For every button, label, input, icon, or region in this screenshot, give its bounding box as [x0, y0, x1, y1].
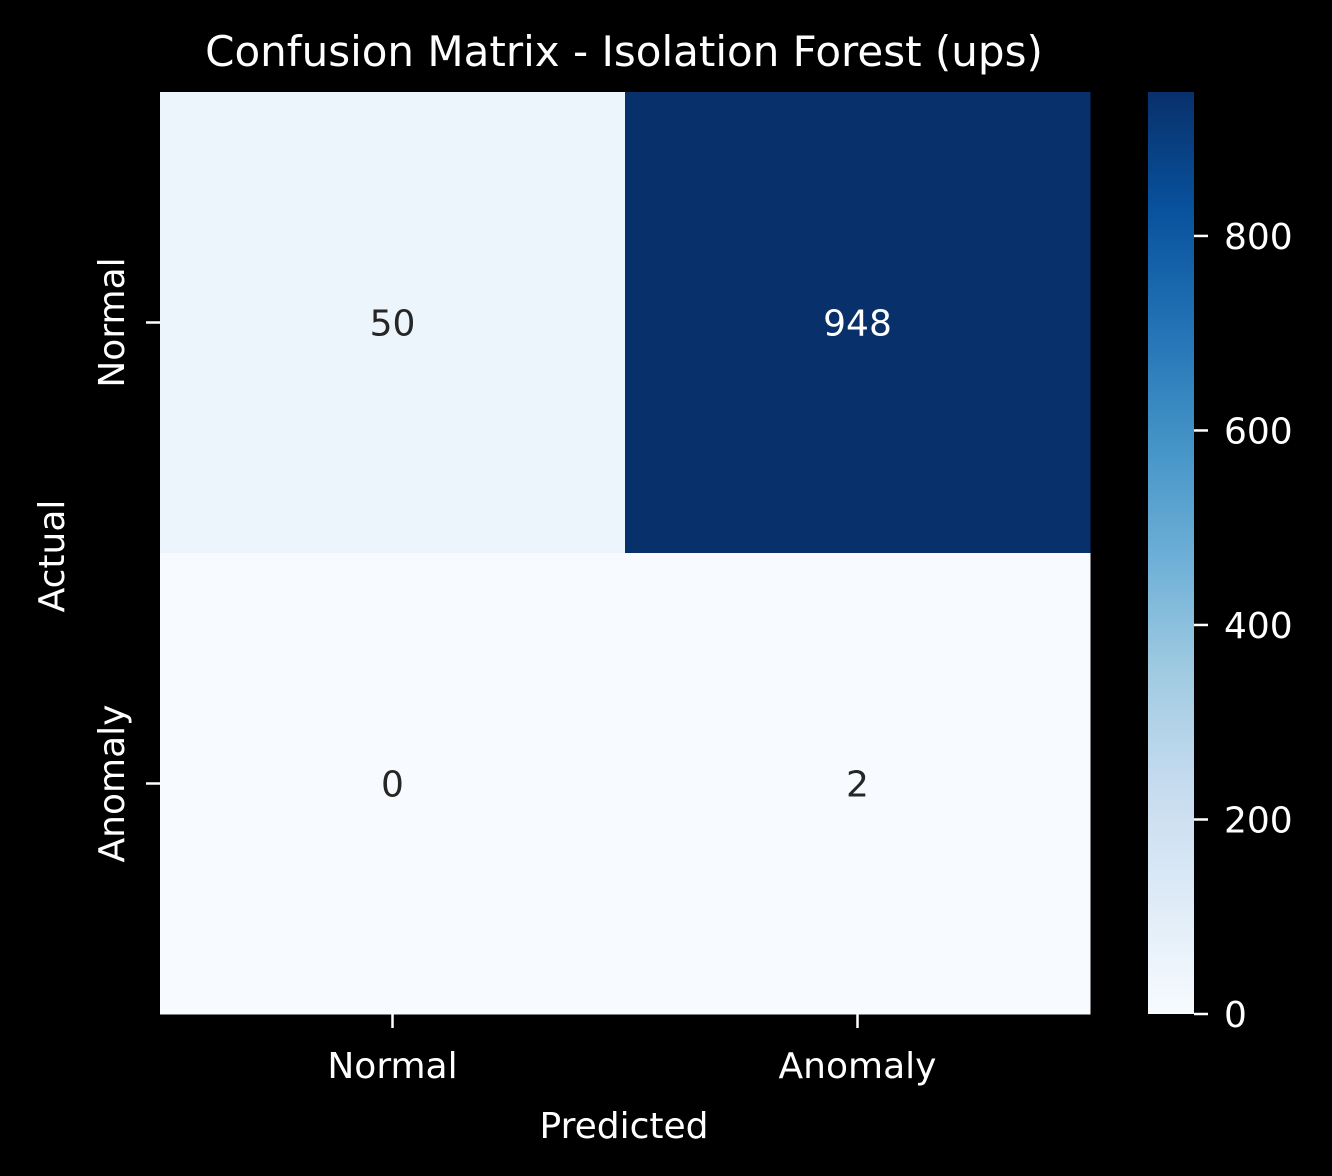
- colorbar-tick-label: 600: [1224, 411, 1293, 452]
- chart-title: Confusion Matrix - Isolation Forest (ups…: [205, 27, 1043, 76]
- y-axis-label: Actual: [32, 500, 73, 613]
- heatmap-cell: [625, 553, 1091, 1015]
- colorbar-tick-label: 200: [1224, 800, 1293, 841]
- x-tick-label: Anomaly: [779, 1046, 937, 1087]
- heatmap-cells: [160, 92, 1091, 1015]
- y-tick-label: Anomaly: [92, 705, 133, 863]
- colorbar-tick-label: 400: [1224, 606, 1293, 647]
- cell-value-label: 50: [370, 304, 416, 345]
- colorbar-tick-label: 0: [1224, 995, 1247, 1036]
- cell-value-label: 2: [846, 765, 869, 806]
- colorbar-ticks: 0 200 400 600 800: [1194, 217, 1293, 1036]
- y-axis: Normal Anomaly: [92, 257, 160, 862]
- heatmap-cell: [625, 92, 1091, 554]
- x-axis-label: Predicted: [540, 1106, 709, 1147]
- cell-value-label: 948: [823, 304, 892, 345]
- heatmap-cell: [160, 92, 626, 554]
- y-tick-label: Normal: [92, 257, 133, 387]
- x-axis: Normal Anomaly: [327, 1014, 936, 1087]
- cell-annotations: 50 948 0 2: [370, 304, 892, 806]
- colorbar-tick-label: 800: [1224, 217, 1293, 258]
- cell-value-label: 0: [381, 765, 404, 806]
- colorbar: 0 200 400 600 800: [1148, 92, 1293, 1036]
- colorbar-gradient: [1148, 92, 1194, 1014]
- x-tick-label: Normal: [327, 1046, 457, 1087]
- heatmap-cell: [160, 553, 626, 1015]
